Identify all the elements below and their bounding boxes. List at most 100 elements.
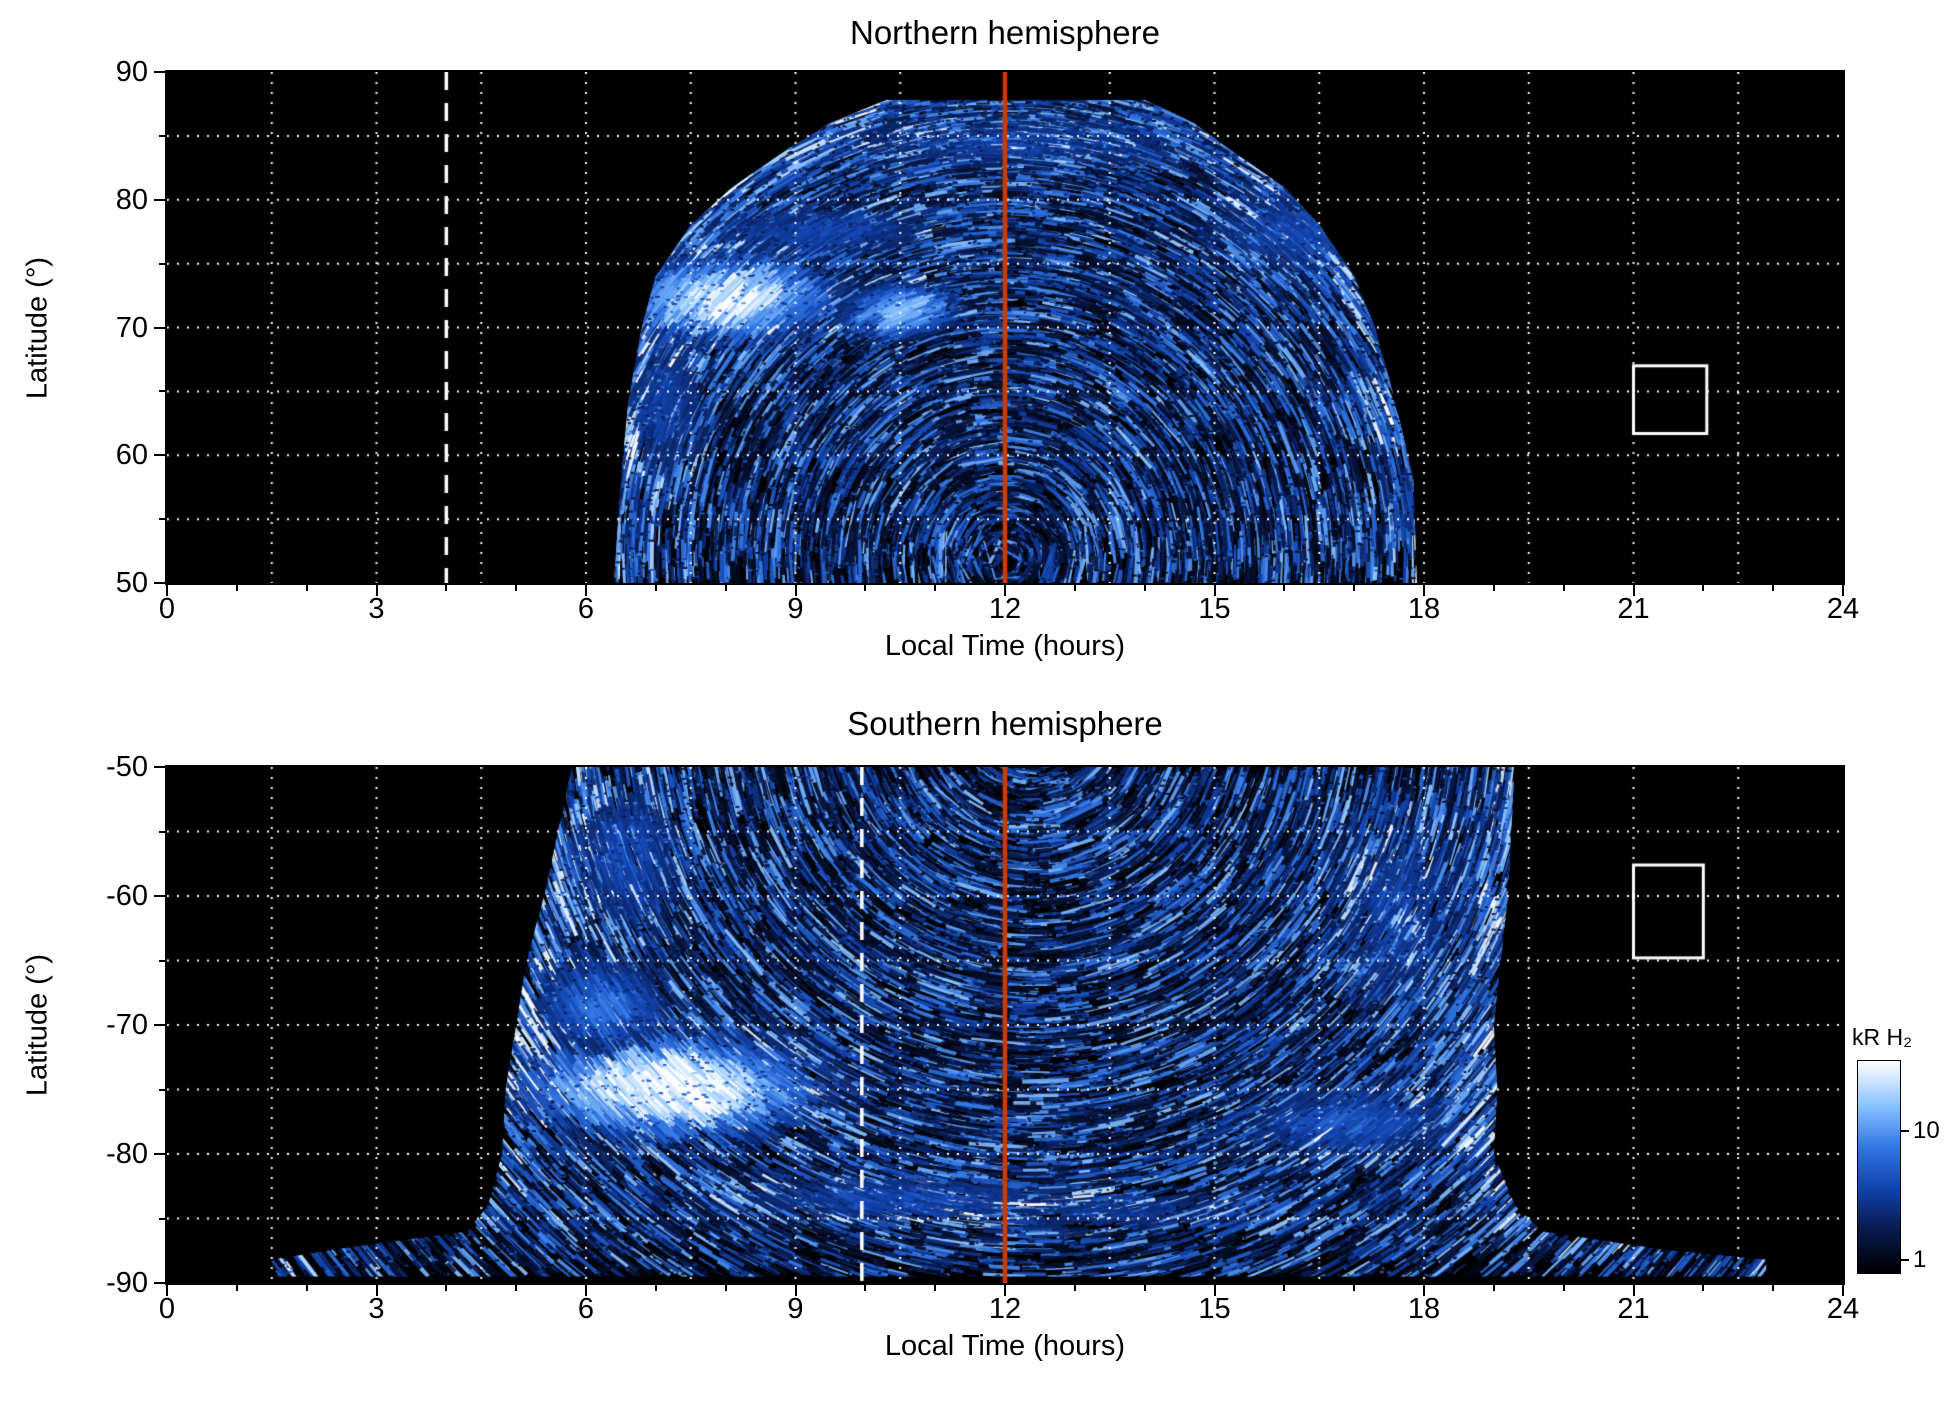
x-minor-tick bbox=[515, 583, 518, 591]
x-minor-tick bbox=[1492, 583, 1495, 591]
x-minor-tick bbox=[1143, 583, 1146, 591]
y-minor-tick bbox=[159, 1088, 167, 1091]
x-minor-tick bbox=[1353, 1283, 1356, 1291]
x-major-tick bbox=[794, 1283, 797, 1296]
x-minor-tick bbox=[1143, 1283, 1146, 1291]
x-tick-label: 18 bbox=[1407, 1293, 1441, 1325]
y-minor-tick bbox=[159, 959, 167, 962]
colorbar-gradient-canvas bbox=[1858, 1061, 1900, 1273]
y-major-tick bbox=[154, 198, 167, 201]
x-minor-tick bbox=[1702, 583, 1705, 591]
colorbar-tick bbox=[1901, 1130, 1909, 1133]
y-minor-tick bbox=[159, 390, 167, 393]
x-major-tick bbox=[1842, 583, 1844, 596]
y-axis-label-south: Latitude (°) bbox=[21, 953, 54, 1097]
x-major-tick bbox=[1004, 1283, 1006, 1296]
x-major-tick bbox=[1632, 583, 1635, 596]
x-tick-label: 12 bbox=[988, 1293, 1022, 1325]
y-major-tick bbox=[154, 1282, 167, 1284]
x-minor-tick bbox=[1772, 583, 1775, 591]
x-major-tick bbox=[166, 1283, 168, 1296]
y-major-tick bbox=[154, 326, 167, 329]
x-minor-tick bbox=[1492, 1283, 1495, 1291]
x-tick-label: 24 bbox=[1826, 1293, 1860, 1325]
x-minor-tick bbox=[1562, 1283, 1565, 1291]
x-minor-tick bbox=[1283, 583, 1286, 591]
x-tick-label: 9 bbox=[787, 593, 804, 625]
x-major-tick bbox=[794, 583, 797, 596]
x-minor-tick bbox=[515, 1283, 518, 1291]
heatmap-canvas-south bbox=[167, 767, 1843, 1283]
x-minor-tick bbox=[864, 1283, 867, 1291]
heatmap-canvas-north bbox=[167, 72, 1843, 583]
x-minor-tick bbox=[1562, 583, 1565, 591]
x-major-tick bbox=[1423, 1283, 1425, 1296]
y-tick-label: -60 bbox=[106, 880, 148, 912]
y-major-tick bbox=[154, 582, 167, 584]
y-tick-label: 60 bbox=[115, 439, 148, 472]
y-tick-label: 90 bbox=[115, 56, 148, 88]
x-minor-tick bbox=[445, 583, 448, 591]
x-major-tick bbox=[375, 1283, 378, 1296]
x-minor-tick bbox=[654, 1283, 657, 1291]
x-tick-label: 3 bbox=[368, 1293, 385, 1325]
y-axis-label-north: Latitude (°) bbox=[21, 256, 54, 400]
y-minor-tick bbox=[159, 262, 167, 265]
x-tick-label: 0 bbox=[158, 1293, 176, 1325]
y-major-tick bbox=[154, 895, 167, 897]
x-minor-tick bbox=[1353, 583, 1356, 591]
x-major-tick bbox=[1004, 583, 1006, 596]
y-tick-label: -90 bbox=[106, 1267, 148, 1299]
y-tick-label: -50 bbox=[106, 751, 148, 783]
y-tick-label: 50 bbox=[115, 567, 148, 599]
colorbar-tick-label: 1 bbox=[1913, 1246, 1927, 1274]
panel-title-north: Northern hemisphere bbox=[850, 14, 1160, 51]
x-tick-label: 24 bbox=[1826, 593, 1860, 625]
y-minor-tick bbox=[159, 134, 167, 137]
x-minor-tick bbox=[1073, 583, 1076, 591]
x-tick-label: 0 bbox=[158, 593, 176, 625]
x-minor-tick bbox=[654, 583, 657, 591]
x-tick-label: 9 bbox=[787, 1293, 804, 1325]
x-tick-label: 3 bbox=[368, 593, 385, 625]
y-tick-label: 70 bbox=[115, 311, 148, 344]
x-minor-tick bbox=[1772, 1283, 1775, 1291]
x-minor-tick bbox=[305, 583, 308, 591]
x-tick-label: 6 bbox=[577, 1293, 595, 1325]
x-major-tick bbox=[585, 1283, 587, 1296]
panel-title-south: Southern hemisphere bbox=[847, 705, 1163, 742]
colorbar-title: kR H₂ bbox=[1852, 1024, 1913, 1050]
x-axis-label-north: Local Time (hours) bbox=[884, 630, 1126, 662]
x-axis-label-south: Local Time (hours) bbox=[884, 1330, 1126, 1362]
plot-area-south bbox=[165, 765, 1845, 1285]
y-tick-label: 80 bbox=[115, 183, 148, 216]
plot-area-north bbox=[165, 70, 1845, 585]
x-major-tick bbox=[1213, 1283, 1216, 1296]
x-major-tick bbox=[585, 583, 587, 596]
x-major-tick bbox=[1213, 583, 1216, 596]
x-tick-label: 15 bbox=[1198, 593, 1231, 625]
x-minor-tick bbox=[724, 1283, 727, 1291]
x-major-tick bbox=[375, 583, 378, 596]
x-tick-label: 12 bbox=[988, 593, 1022, 625]
y-major-tick bbox=[154, 1024, 167, 1026]
x-tick-label: 15 bbox=[1198, 1293, 1231, 1325]
x-tick-label: 18 bbox=[1407, 593, 1441, 625]
colorbar bbox=[1857, 1060, 1901, 1274]
x-minor-tick bbox=[934, 1283, 937, 1291]
x-minor-tick bbox=[1283, 1283, 1286, 1291]
x-minor-tick bbox=[235, 583, 238, 591]
x-minor-tick bbox=[235, 1283, 238, 1291]
x-minor-tick bbox=[864, 583, 867, 591]
y-tick-label: -70 bbox=[106, 1009, 148, 1041]
y-major-tick bbox=[154, 766, 167, 768]
x-tick-label: 21 bbox=[1617, 1293, 1650, 1325]
y-minor-tick bbox=[159, 830, 167, 833]
y-major-tick bbox=[154, 454, 167, 457]
x-major-tick bbox=[1632, 1283, 1635, 1296]
x-tick-label: 21 bbox=[1617, 593, 1650, 625]
y-major-tick bbox=[154, 71, 167, 73]
x-major-tick bbox=[166, 583, 168, 596]
colorbar-tick-label: 10 bbox=[1913, 1117, 1940, 1145]
